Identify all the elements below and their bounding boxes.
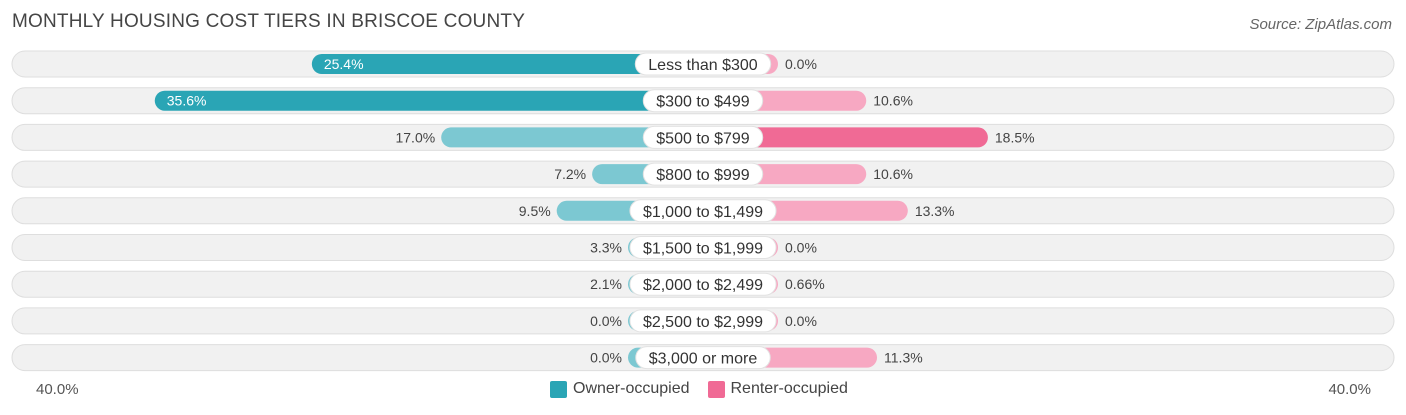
owner-value-label: 25.4% [324,56,364,72]
owner-value-label: 17.0% [395,129,435,145]
owner-value-label: 35.6% [167,93,207,109]
category-pill [642,89,764,113]
chart-source: Source: ZipAtlas.com [1249,16,1392,33]
renter-value-label: 13.3% [915,203,955,219]
category-pill [635,346,771,370]
category-pill [629,236,777,259]
category-pill [629,272,777,296]
category-pill [629,309,777,333]
diverging-bar-chart: 25.4% 0.0% Less than $300 35.6% 10.6% $300 to… [11,50,1395,372]
category-pill [629,199,777,223]
legend-item-owner: Owner-occupied [550,380,690,398]
renter-value-label: 10.6% [873,93,913,109]
owner-value-label: 9.5% [519,203,551,219]
renter-bar [703,127,988,148]
renter-value-label: 0.0% [785,56,817,72]
legend: Owner-occupied Renter-occupied [550,380,866,398]
owner-bar [441,127,703,148]
owner-value-label: 7.2% [554,166,586,182]
category-label: $3,000 or more [649,351,758,368]
legend-swatch-owner [550,380,567,398]
axis-left-label: 40.0% [36,381,79,398]
renter-value-label: 11.3% [884,350,923,366]
category-label: $1,000 to $1,499 [643,204,763,221]
category-pill [642,162,764,186]
owner-value-label: 0.0% [590,350,622,366]
category-label: Less than $300 [648,57,758,74]
owner-value-label: 0.0% [590,313,622,329]
category-label: $2,500 to $2,999 [643,314,763,331]
renter-value-label: 0.0% [785,240,817,256]
owner-bar [154,90,703,111]
legend-swatch-renter [707,380,725,398]
owner-value-label: 2.1% [590,276,622,292]
category-pill [642,125,764,149]
chart-title: MONTHLY HOUSING COST TIERS IN BRISCOE CO… [12,11,526,32]
axis-right-label: 40.0% [1328,381,1371,398]
category-label: $800 to $999 [656,167,750,184]
legend-label-owner: Owner-occupied [573,380,690,397]
renter-value-label: 10.6% [873,166,913,182]
owner-value-label: 3.3% [590,240,622,256]
category-label: $2,000 to $2,499 [643,277,763,294]
legend-item-renter: Renter-occupied [707,380,848,398]
legend-label-renter: Renter-occupied [730,380,848,397]
category-pill [634,52,772,76]
owner-bar [311,54,703,74]
renter-value-label: 18.5% [995,129,1035,145]
renter-value-label: 0.66% [785,276,825,292]
category-label: $500 to $799 [656,130,750,147]
category-label: $1,500 to $1,999 [643,241,763,258]
renter-value-label: 0.0% [785,313,817,329]
category-label: $300 to $499 [656,94,750,111]
